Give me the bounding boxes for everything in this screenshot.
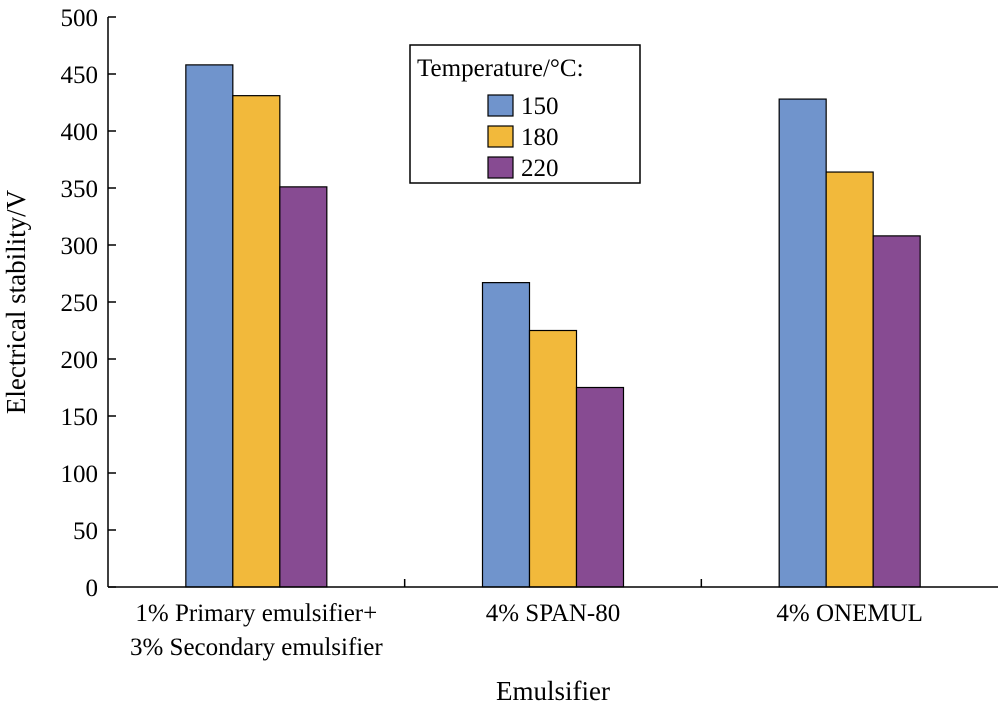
y-axis-ticks: 0 50 100 150 200 250 300 350 400 450 500	[61, 5, 116, 602]
legend-title: Temperature/°C:	[417, 55, 584, 82]
y-tick-label: 150	[61, 404, 99, 431]
legend-label: 180	[521, 124, 559, 151]
y-tick-label: 0	[86, 575, 99, 602]
bar-150	[481, 282, 531, 588]
x-category-label: 1% Primary emulsifier+	[135, 600, 377, 627]
y-tick-label: 200	[61, 347, 99, 374]
x-axis-ticks	[403, 579, 703, 587]
bar-180	[825, 171, 874, 588]
y-tick-label: 50	[73, 518, 98, 545]
y-tick-label: 350	[61, 176, 99, 203]
bar-150	[778, 98, 827, 588]
bar-220	[279, 186, 328, 588]
y-tick-label: 250	[61, 290, 99, 317]
bar-180	[232, 95, 281, 588]
legend-label: 220	[521, 155, 559, 182]
bar-180	[528, 329, 578, 588]
x-category-label: 4% SPAN-80	[486, 600, 621, 627]
x-category-label: 4% ONEMUL	[776, 600, 923, 627]
y-tick-label: 450	[61, 62, 99, 89]
legend-swatch	[487, 125, 514, 148]
y-tick-label: 500	[61, 5, 99, 32]
bars	[185, 64, 921, 588]
bar-220	[872, 235, 921, 588]
legend-box	[409, 44, 641, 184]
bar-150	[185, 64, 234, 588]
y-tick-label: 400	[61, 119, 99, 146]
legend-items: 150 180 220	[487, 93, 559, 182]
legend-swatch	[487, 94, 514, 117]
category-labels: 1% Primary emulsifier+ 3% Secondary emuls…	[130, 600, 923, 661]
legend-swatch	[487, 156, 514, 179]
legend-label: 150	[521, 93, 559, 120]
legend: Temperature/°C: 150 180 220	[409, 44, 641, 184]
x-axis-title: Emulsifier	[496, 676, 610, 706]
x-category-label: 3% Secondary emulsifier	[130, 634, 383, 661]
bar-220	[575, 386, 625, 588]
y-tick-label: 300	[61, 233, 99, 260]
y-tick-label: 100	[61, 461, 99, 488]
y-axis-title: Electrical stability/V	[1, 189, 31, 414]
